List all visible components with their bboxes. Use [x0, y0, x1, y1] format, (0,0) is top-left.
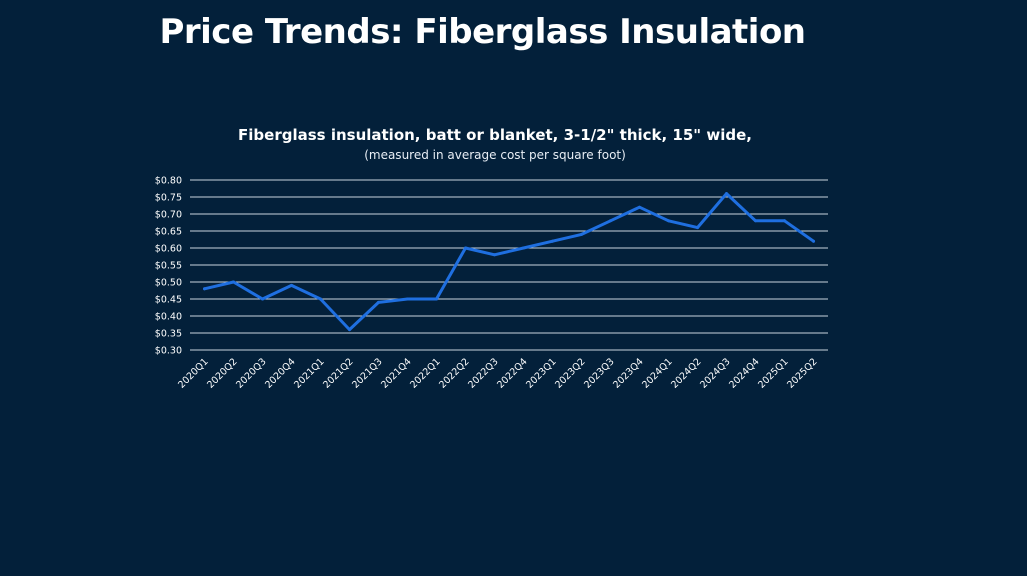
data-point	[377, 300, 380, 304]
y-tick-label: $0.80	[155, 176, 182, 187]
x-tick-label: 2024Q1	[640, 356, 674, 390]
x-tick-label: 2022Q2	[437, 356, 471, 390]
data-point	[638, 205, 641, 209]
series-layer	[203, 192, 815, 332]
y-tick-label: $0.60	[155, 244, 182, 255]
y-tick-label: $0.40	[155, 312, 182, 323]
data-point	[290, 283, 293, 287]
data-point	[580, 232, 583, 236]
x-tick-label: 2020Q4	[263, 356, 297, 390]
y-tick-label: $0.65	[155, 227, 182, 238]
data-point	[783, 219, 786, 223]
chart-subtitle: (measured in average cost per square foo…	[364, 148, 626, 162]
data-point	[435, 297, 438, 301]
y-tick-label: $0.55	[155, 261, 182, 272]
x-tick-label: 2022Q4	[495, 356, 529, 390]
slide-title: Price Trends: Fiberglass Insulation	[159, 12, 806, 52]
data-point	[348, 328, 351, 332]
data-point	[754, 219, 757, 223]
y-tick-label: $0.50	[155, 278, 182, 289]
data-point	[232, 280, 235, 284]
y-tick-label: $0.70	[155, 210, 182, 221]
x-tick-label: 2021Q4	[379, 356, 413, 390]
y-tick-label: $0.75	[155, 193, 182, 204]
data-point	[522, 246, 525, 250]
x-tick-label: 2021Q3	[350, 356, 384, 390]
data-point	[203, 287, 206, 291]
data-point	[812, 239, 815, 243]
data-point	[696, 226, 699, 230]
x-tick-label: 2022Q3	[466, 356, 500, 390]
x-tick-label: 2020Q1	[176, 356, 210, 390]
data-point	[319, 297, 322, 301]
data-point	[551, 239, 554, 243]
y-tick-label: $0.35	[155, 329, 182, 340]
x-tick-label: 2021Q2	[321, 356, 355, 390]
data-point	[493, 253, 496, 257]
data-point	[609, 219, 612, 223]
x-tick-label: 2023Q2	[553, 356, 587, 390]
x-tick-label: 2020Q2	[205, 356, 239, 390]
chart-title: Fiberglass insulation, batt or blanket, …	[238, 126, 752, 144]
x-tick-label: 2025Q2	[785, 356, 819, 390]
x-tick-label: 2024Q2	[669, 356, 703, 390]
data-point	[667, 219, 670, 223]
y-tick-label: $0.30	[155, 346, 182, 357]
x-tick-label: 2023Q3	[582, 356, 616, 390]
x-tick-label: 2021Q1	[292, 356, 326, 390]
x-tick-label: 2022Q1	[408, 356, 442, 390]
x-tick-label: 2023Q4	[611, 356, 645, 390]
x-axis-ticks: 2020Q12020Q22020Q32020Q42021Q12021Q22021…	[176, 356, 819, 390]
x-tick-label: 2020Q3	[234, 356, 268, 390]
data-point	[725, 192, 728, 196]
x-tick-label: 2025Q1	[756, 356, 790, 390]
data-point	[406, 297, 409, 301]
y-axis-ticks: $0.30 $0.35 $0.40 $0.45 $0.50 $0.55 $0.60 $0.65…	[155, 176, 182, 357]
data-point	[261, 297, 264, 301]
series-line	[203, 192, 815, 332]
x-tick-label: 2023Q1	[524, 356, 558, 390]
data-point	[464, 246, 467, 250]
x-tick-label: 2024Q3	[698, 356, 732, 390]
gridlines	[190, 179, 828, 351]
y-tick-label: $0.45	[155, 295, 182, 306]
x-tick-label: 2024Q4	[727, 356, 761, 390]
